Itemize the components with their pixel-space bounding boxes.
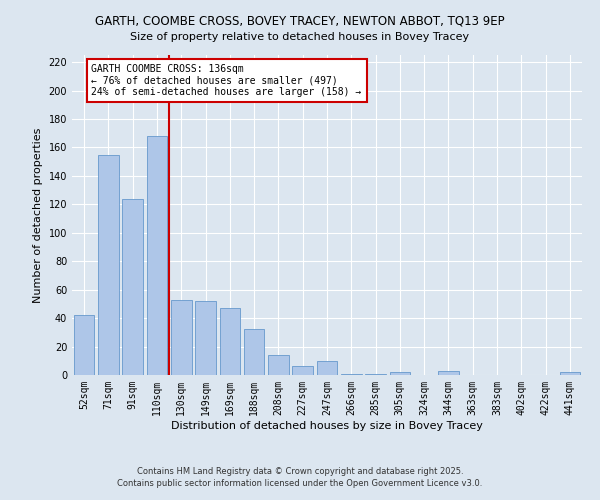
Y-axis label: Number of detached properties: Number of detached properties <box>33 128 43 302</box>
Text: Contains HM Land Registry data © Crown copyright and database right 2025.
Contai: Contains HM Land Registry data © Crown c… <box>118 466 482 487</box>
Bar <box>560 372 580 375</box>
Bar <box>171 300 191 375</box>
Bar <box>195 301 216 375</box>
X-axis label: Distribution of detached houses by size in Bovey Tracey: Distribution of detached houses by size … <box>171 420 483 430</box>
Bar <box>244 330 265 375</box>
Bar <box>292 366 313 375</box>
Text: GARTH COOMBE CROSS: 136sqm
← 76% of detached houses are smaller (497)
24% of sem: GARTH COOMBE CROSS: 136sqm ← 76% of deta… <box>91 64 362 96</box>
Bar <box>98 154 119 375</box>
Bar <box>146 136 167 375</box>
Bar <box>365 374 386 375</box>
Text: Size of property relative to detached houses in Bovey Tracey: Size of property relative to detached ho… <box>130 32 470 42</box>
Text: GARTH, COOMBE CROSS, BOVEY TRACEY, NEWTON ABBOT, TQ13 9EP: GARTH, COOMBE CROSS, BOVEY TRACEY, NEWTO… <box>95 15 505 28</box>
Bar <box>74 316 94 375</box>
Bar <box>220 308 240 375</box>
Bar <box>317 361 337 375</box>
Bar <box>389 372 410 375</box>
Bar <box>268 355 289 375</box>
Bar <box>341 374 362 375</box>
Bar <box>438 370 459 375</box>
Bar <box>122 198 143 375</box>
